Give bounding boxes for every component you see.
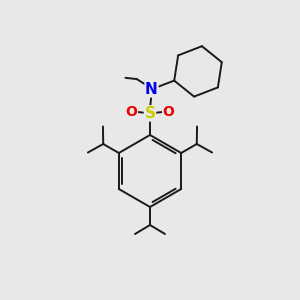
Text: O: O [163, 105, 175, 119]
Text: S: S [145, 106, 155, 121]
Text: O: O [125, 105, 137, 119]
Text: N: N [145, 82, 158, 97]
